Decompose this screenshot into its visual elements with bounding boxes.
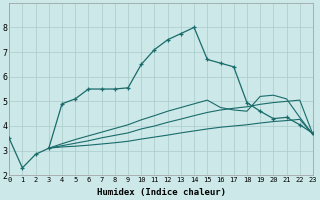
X-axis label: Humidex (Indice chaleur): Humidex (Indice chaleur): [97, 188, 226, 197]
